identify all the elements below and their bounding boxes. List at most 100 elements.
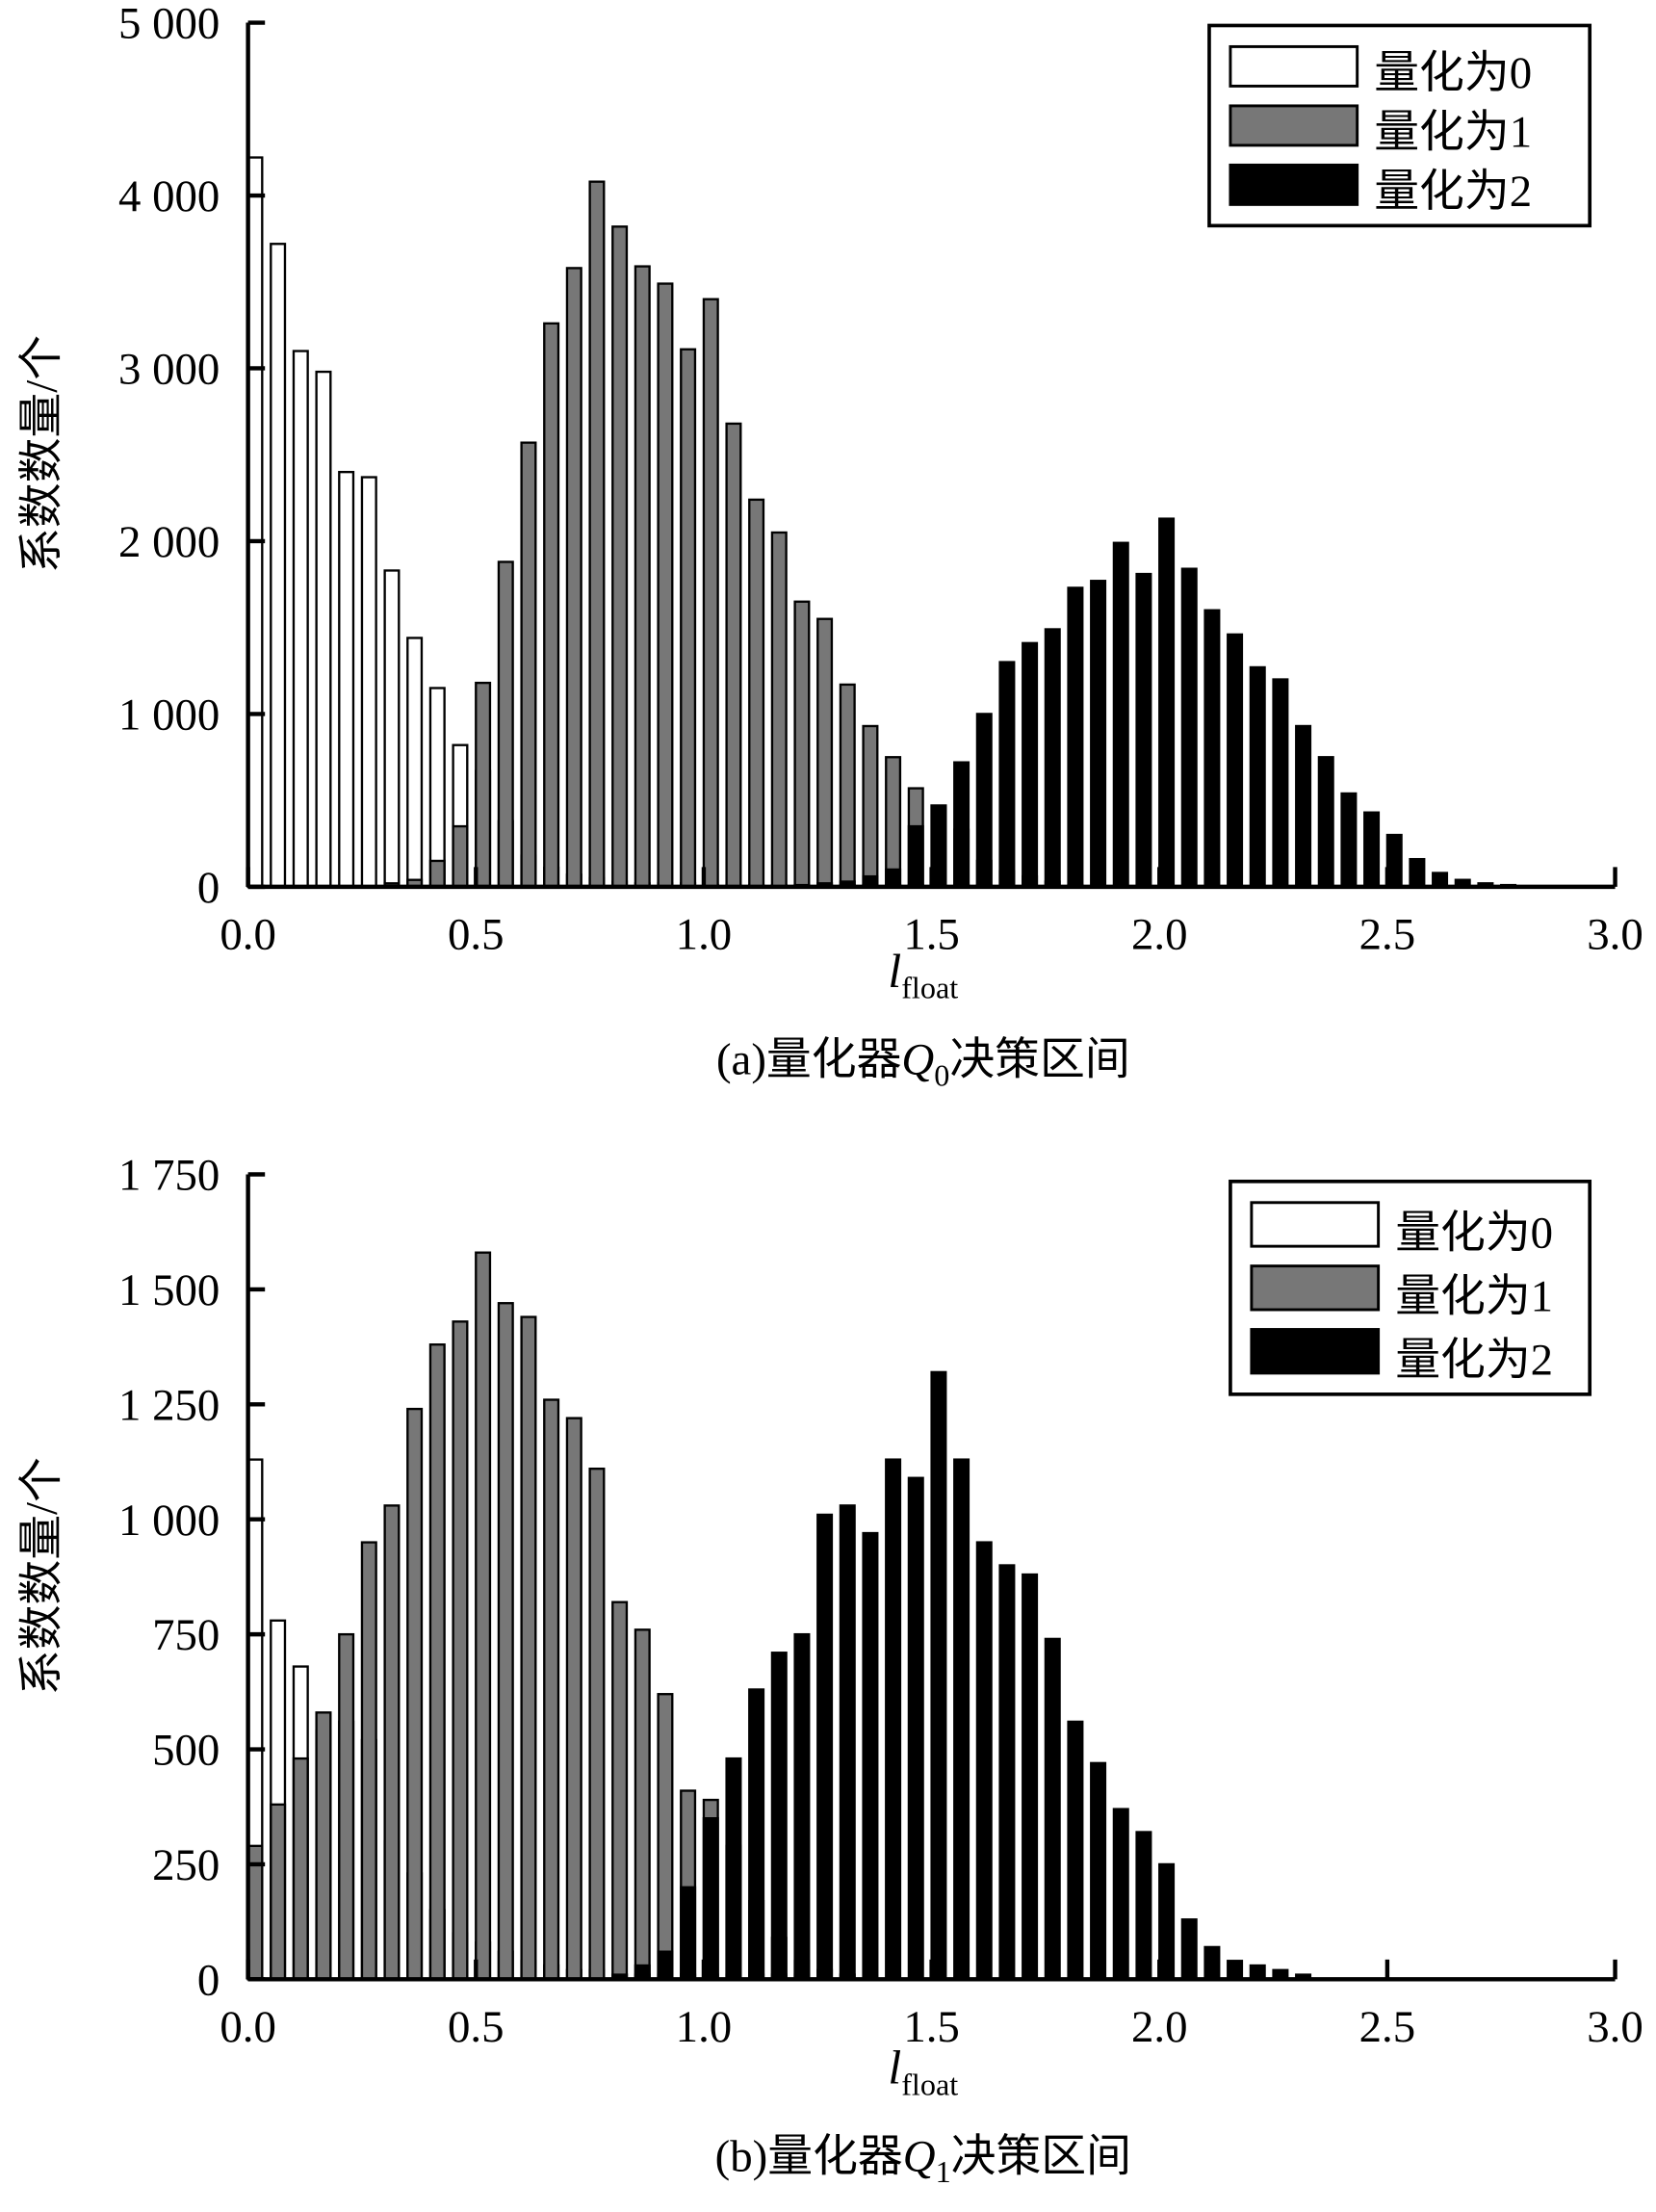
bar — [680, 1886, 697, 1981]
y-axis-label: 系数数量/个 — [17, 335, 67, 573]
bar — [543, 322, 560, 889]
bar — [657, 1693, 674, 1981]
x-tick-label: 1.5 — [903, 2002, 960, 2052]
bar — [588, 1468, 606, 1981]
x-axis-label: lfloat — [888, 2042, 958, 2102]
y-tick-label: 1 000 — [118, 1496, 220, 1546]
x-tick-label: 1.5 — [903, 909, 960, 959]
bar — [1180, 1918, 1198, 1981]
bar — [1203, 1945, 1221, 1981]
y-tick-label: 2 000 — [118, 517, 220, 567]
bar — [634, 265, 651, 889]
bar — [998, 661, 1016, 889]
bar — [1044, 628, 1061, 889]
bar — [702, 298, 719, 889]
bar — [611, 225, 629, 889]
bar — [1409, 857, 1426, 889]
x-tick-label: 0.0 — [220, 2002, 276, 2052]
caption-part: Q — [901, 1035, 934, 1085]
bar — [1067, 586, 1084, 889]
bar — [428, 687, 446, 889]
bar — [1363, 811, 1381, 889]
bar — [588, 180, 606, 889]
bar — [1180, 567, 1198, 889]
bar — [246, 156, 264, 889]
bar — [1203, 609, 1221, 889]
y-tick-label: 5 000 — [118, 0, 220, 49]
bar — [565, 1417, 582, 1981]
bar — [360, 1541, 377, 1981]
legend: 量化为0 量化为1 量化为2 — [1207, 23, 1592, 228]
bar — [270, 243, 287, 889]
y-tick-label: 0 — [197, 863, 220, 913]
bar — [816, 1513, 834, 1981]
bar — [885, 756, 902, 889]
bar — [475, 1251, 492, 1981]
bar — [292, 350, 309, 889]
bar — [998, 1564, 1016, 1981]
bar — [406, 637, 424, 889]
bar — [953, 1458, 970, 1981]
x-label-sub: float — [901, 2067, 958, 2101]
caption-part: Q — [903, 2131, 936, 2181]
caption-part: 0 — [934, 1057, 949, 1092]
bar — [338, 1632, 355, 1981]
bar — [885, 1458, 902, 1981]
bar — [315, 370, 332, 889]
bar — [383, 569, 401, 889]
bar — [406, 1407, 424, 1981]
bar — [770, 531, 788, 889]
x-tick-label: 3.0 — [1587, 909, 1643, 959]
bar — [885, 868, 902, 889]
bar — [1135, 1831, 1152, 1981]
bar — [1317, 756, 1334, 889]
bar — [1249, 665, 1266, 889]
bar — [1227, 1960, 1244, 1981]
bar — [657, 1950, 674, 1981]
chart: 0 1 000 2 000 3 000 4 000 5 000 0.0 0.5 1.0 1.5 2.… — [17, 0, 1643, 1092]
bar — [1158, 1862, 1176, 1981]
bar — [816, 617, 834, 889]
legend-swatch — [1250, 1264, 1381, 1312]
bar — [725, 422, 742, 889]
legend-label: 量化为1 — [1374, 107, 1532, 157]
caption: (b)量化器Q1决策区间 — [715, 2131, 1131, 2189]
x-tick-label: 1.0 — [676, 909, 733, 959]
bar — [543, 1398, 560, 1981]
x-tick-label: 0.5 — [448, 2002, 505, 2052]
bar — [452, 1320, 469, 1981]
caption-part: 决策区间 — [949, 1035, 1129, 1085]
bar — [1135, 572, 1152, 889]
bar — [839, 1504, 856, 1981]
bar — [1112, 1808, 1129, 1981]
bar — [1090, 580, 1107, 889]
bar — [1090, 1761, 1107, 1981]
x-tick-label: 2.5 — [1359, 2002, 1416, 2052]
bar — [338, 470, 355, 889]
bar — [907, 824, 924, 889]
bar — [839, 683, 856, 889]
y-tick-label: 1 500 — [118, 1265, 220, 1315]
bar — [383, 1504, 401, 1981]
bar — [793, 600, 811, 889]
legend-swatch — [1229, 104, 1359, 147]
bar — [634, 1628, 651, 1981]
caption: (a)量化器Q0决策区间 — [716, 1035, 1130, 1093]
bar — [1022, 641, 1039, 889]
x-label-main: l — [888, 2042, 901, 2095]
caption-part: (b)量化器 — [715, 2131, 903, 2181]
chart: 0 250 500 750 1 000 1 250 1 500 1 750 0.0 0.5 1.0 1… — [17, 1151, 1643, 2190]
legend-label: 量化为1 — [1395, 1271, 1553, 1321]
x-label-main: l — [888, 945, 901, 998]
bar — [748, 498, 765, 889]
bar — [975, 713, 993, 889]
bar — [1272, 678, 1289, 889]
bar — [930, 1370, 947, 1981]
bar — [1067, 1720, 1084, 1981]
legend-swatch — [1229, 163, 1359, 206]
bar — [793, 1632, 811, 1981]
x-tick-label: 2.5 — [1359, 909, 1416, 959]
bar — [611, 1600, 629, 1981]
bar — [497, 1302, 514, 1981]
